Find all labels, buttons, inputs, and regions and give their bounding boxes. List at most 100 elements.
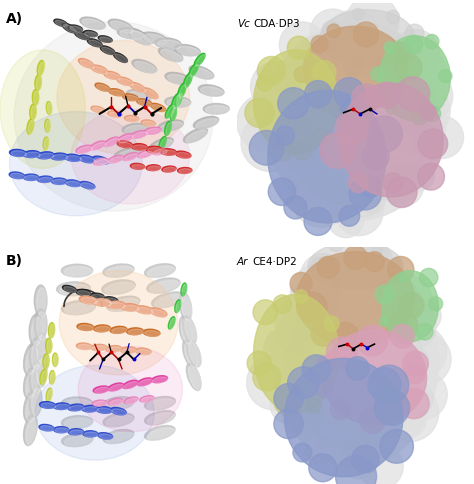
Ellipse shape [127,328,144,335]
Ellipse shape [79,155,95,163]
Ellipse shape [322,21,339,38]
Ellipse shape [144,34,167,45]
Ellipse shape [24,367,37,398]
Ellipse shape [398,69,453,123]
Ellipse shape [191,68,214,79]
Ellipse shape [44,138,49,150]
Ellipse shape [428,297,443,311]
Ellipse shape [178,167,192,173]
Ellipse shape [128,29,152,45]
Ellipse shape [34,333,47,364]
Ellipse shape [39,424,54,431]
Ellipse shape [83,407,98,412]
Ellipse shape [387,310,418,342]
Ellipse shape [147,428,175,441]
Ellipse shape [147,278,180,293]
Ellipse shape [394,326,447,378]
Ellipse shape [84,432,98,437]
Ellipse shape [9,111,142,216]
Ellipse shape [160,138,166,150]
Ellipse shape [80,17,105,30]
Ellipse shape [397,370,447,420]
Ellipse shape [108,111,122,117]
Ellipse shape [404,348,429,373]
Ellipse shape [161,149,176,155]
Ellipse shape [91,65,107,74]
Ellipse shape [274,383,303,413]
Ellipse shape [151,140,173,152]
Ellipse shape [147,413,175,425]
Ellipse shape [287,36,310,59]
Ellipse shape [266,330,292,355]
Ellipse shape [390,42,411,64]
Ellipse shape [47,103,52,115]
Ellipse shape [109,384,124,391]
Ellipse shape [36,335,47,364]
Ellipse shape [26,418,38,446]
Ellipse shape [50,324,55,338]
Ellipse shape [34,285,47,317]
Ellipse shape [175,151,191,158]
Ellipse shape [189,366,201,391]
Ellipse shape [69,25,82,31]
Ellipse shape [126,398,138,404]
Ellipse shape [145,396,175,410]
Ellipse shape [32,90,39,105]
Ellipse shape [183,128,208,143]
Ellipse shape [52,154,68,160]
Ellipse shape [95,300,111,306]
Ellipse shape [98,433,113,439]
Ellipse shape [137,150,153,158]
Ellipse shape [341,96,367,122]
Ellipse shape [291,265,345,319]
Ellipse shape [250,62,300,111]
Ellipse shape [171,108,177,121]
Ellipse shape [167,75,191,85]
Ellipse shape [400,273,409,282]
Ellipse shape [278,136,325,183]
Ellipse shape [322,330,427,424]
Ellipse shape [26,347,38,375]
Ellipse shape [62,264,92,277]
Ellipse shape [343,57,363,76]
Ellipse shape [107,301,125,309]
Ellipse shape [121,347,137,353]
Ellipse shape [254,294,339,413]
Ellipse shape [401,382,433,415]
Ellipse shape [273,254,438,468]
Ellipse shape [173,95,181,108]
Ellipse shape [303,26,408,111]
Ellipse shape [182,340,197,367]
Ellipse shape [77,323,94,331]
Ellipse shape [132,165,145,169]
Ellipse shape [51,153,68,160]
Ellipse shape [121,303,139,311]
Ellipse shape [152,376,167,383]
Ellipse shape [124,381,138,389]
Ellipse shape [253,300,278,325]
Ellipse shape [320,133,356,168]
Ellipse shape [291,166,352,227]
Ellipse shape [374,82,400,108]
Ellipse shape [293,443,312,462]
Ellipse shape [375,266,401,292]
Ellipse shape [328,201,364,238]
Ellipse shape [377,54,393,70]
Ellipse shape [147,166,161,171]
Ellipse shape [71,109,190,204]
Ellipse shape [254,50,339,154]
Ellipse shape [165,104,175,118]
Ellipse shape [352,261,379,288]
Ellipse shape [375,274,432,331]
Ellipse shape [360,175,382,197]
Ellipse shape [132,60,157,73]
Ellipse shape [62,416,93,428]
Ellipse shape [55,20,67,27]
Ellipse shape [174,45,201,56]
Ellipse shape [93,158,109,165]
Ellipse shape [54,426,69,433]
Ellipse shape [138,100,152,106]
Ellipse shape [148,148,162,153]
Ellipse shape [124,154,138,161]
Ellipse shape [91,106,105,113]
